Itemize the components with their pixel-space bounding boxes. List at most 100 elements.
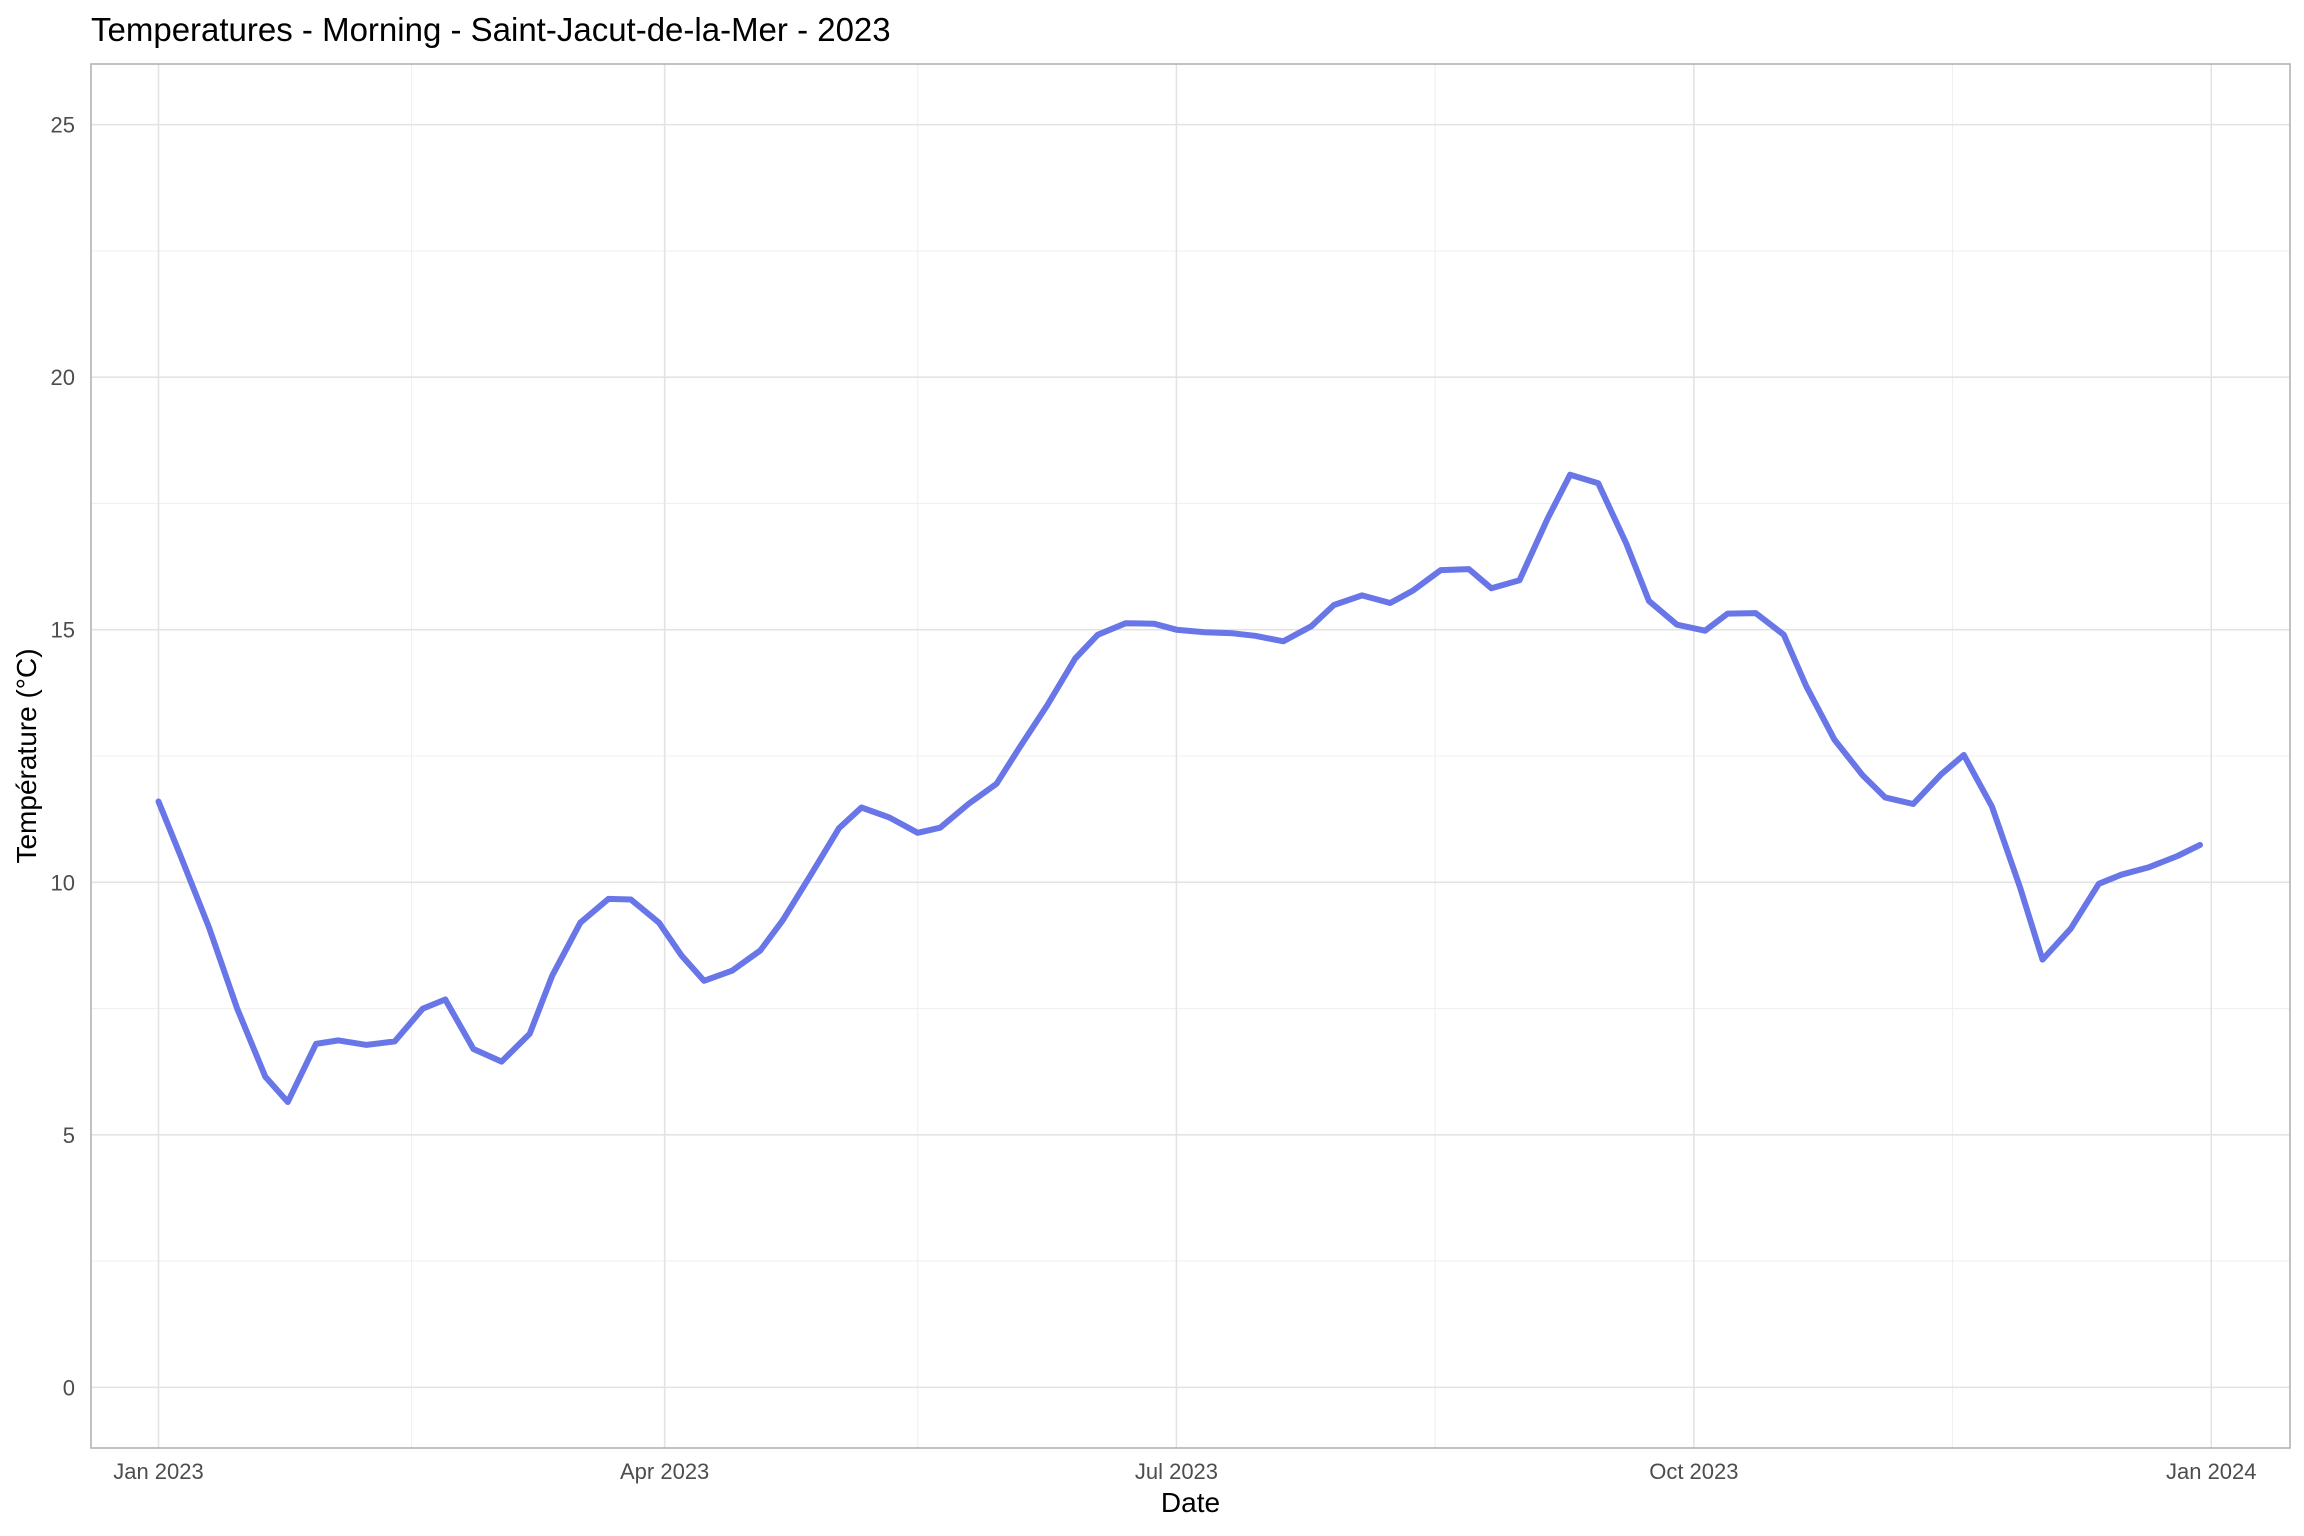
data-point [1912, 803, 1914, 805]
data-point [157, 800, 160, 803]
data-point [1018, 747, 1020, 750]
y-tick-label: 25 [51, 113, 75, 138]
data-point [939, 827, 941, 829]
data-point [394, 1040, 396, 1042]
data-point [1232, 632, 1234, 634]
data-point [731, 970, 733, 972]
data-point [1805, 685, 1807, 687]
data-point [2199, 844, 2201, 846]
data-point [1884, 796, 1886, 799]
data-point [1547, 518, 1549, 520]
data-point [315, 1043, 317, 1045]
data-point [1125, 622, 1127, 624]
data-point [2176, 855, 2179, 857]
x-axis-tick-labels: Jan 2023 Apr 2023 Jul 2023 Oct 2023 Jan 2024 [113, 1459, 2256, 1484]
data-point [1490, 587, 1492, 589]
data-point [1991, 805, 1993, 808]
data-point [1704, 630, 1706, 632]
data-point [1963, 754, 1965, 756]
data-point [1074, 657, 1076, 660]
y-axis-tick-labels: 0 5 10 15 20 25 [51, 113, 75, 1401]
data-point [2041, 959, 2044, 961]
data-point [472, 1048, 474, 1050]
data-point [1862, 774, 1864, 776]
data-point [2120, 874, 2122, 876]
data-point [579, 922, 581, 924]
chart-title: Temperatures - Morning - Saint-Jacut-de-… [91, 11, 891, 48]
series-layer [155, 471, 2203, 1105]
x-tick-label: Jan 2024 [2166, 1459, 2257, 1484]
x-axis-title: Date [1161, 1487, 1220, 1518]
data-point [917, 832, 919, 834]
y-tick-label: 5 [63, 1123, 75, 1148]
y-tick-label: 0 [63, 1375, 75, 1400]
data-point [838, 827, 840, 829]
data-point [1097, 634, 1099, 636]
data-point [529, 1033, 531, 1035]
data-point [759, 949, 761, 952]
data-point [2019, 886, 2021, 888]
data-point [180, 856, 182, 858]
data-point [967, 803, 970, 805]
temperature-series-line [155, 471, 2203, 1105]
data-point [444, 998, 446, 1001]
data-point [1518, 579, 1521, 581]
y-axis-title: Température (°C) [11, 648, 42, 863]
data-point [287, 1101, 289, 1103]
data-point [2098, 883, 2100, 885]
data-point [703, 980, 705, 982]
data-point [1783, 634, 1785, 636]
y-tick-label: 10 [51, 870, 75, 895]
data-point [680, 954, 683, 957]
data-point [422, 1008, 424, 1010]
data-point [1310, 625, 1312, 627]
y-tick-label: 15 [51, 618, 75, 643]
data-point [337, 1039, 340, 1041]
x-tick-label: Jul 2023 [1135, 1459, 1218, 1484]
data-point [1755, 612, 1757, 614]
plot-panel-border [90, 63, 2291, 1449]
data-point [995, 783, 998, 785]
data-point [366, 1044, 368, 1046]
data-point [860, 806, 863, 809]
data-point [1625, 543, 1627, 545]
data-point [1727, 613, 1729, 615]
data-point [782, 919, 784, 921]
data-point [1648, 600, 1650, 602]
y-tick-label: 20 [51, 365, 75, 390]
data-point [658, 922, 660, 924]
x-tick-label: Jan 2023 [113, 1459, 204, 1484]
data-point [1175, 629, 1177, 631]
data-point [1389, 602, 1391, 604]
data-point [501, 1061, 503, 1063]
minor-gridlines [91, 64, 2290, 1448]
data-point [1254, 635, 1256, 637]
data-point [1412, 590, 1414, 592]
data-point [630, 898, 632, 901]
data-point [1204, 631, 1206, 633]
data-point [1440, 569, 1442, 571]
data-point [208, 927, 210, 929]
data-point [1676, 624, 1678, 626]
data-point [1569, 474, 1571, 476]
data-point [889, 817, 891, 819]
data-point [810, 874, 812, 876]
data-point [1282, 640, 1284, 642]
data-point [264, 1076, 266, 1078]
data-point [1333, 604, 1335, 606]
data-point [1361, 594, 1363, 597]
data-point [1833, 739, 1836, 741]
x-tick-label: Apr 2023 [620, 1459, 709, 1484]
data-point [1046, 704, 1048, 707]
data-point [1940, 773, 1942, 775]
data-point [236, 1008, 238, 1010]
data-point [551, 975, 553, 977]
data-point [2070, 928, 2072, 930]
data-point [1153, 623, 1155, 625]
data-point [607, 898, 610, 900]
data-point [1468, 568, 1470, 570]
data-point [2148, 866, 2150, 868]
x-tick-label: Oct 2023 [1649, 1459, 1738, 1484]
data-point [1597, 482, 1599, 484]
